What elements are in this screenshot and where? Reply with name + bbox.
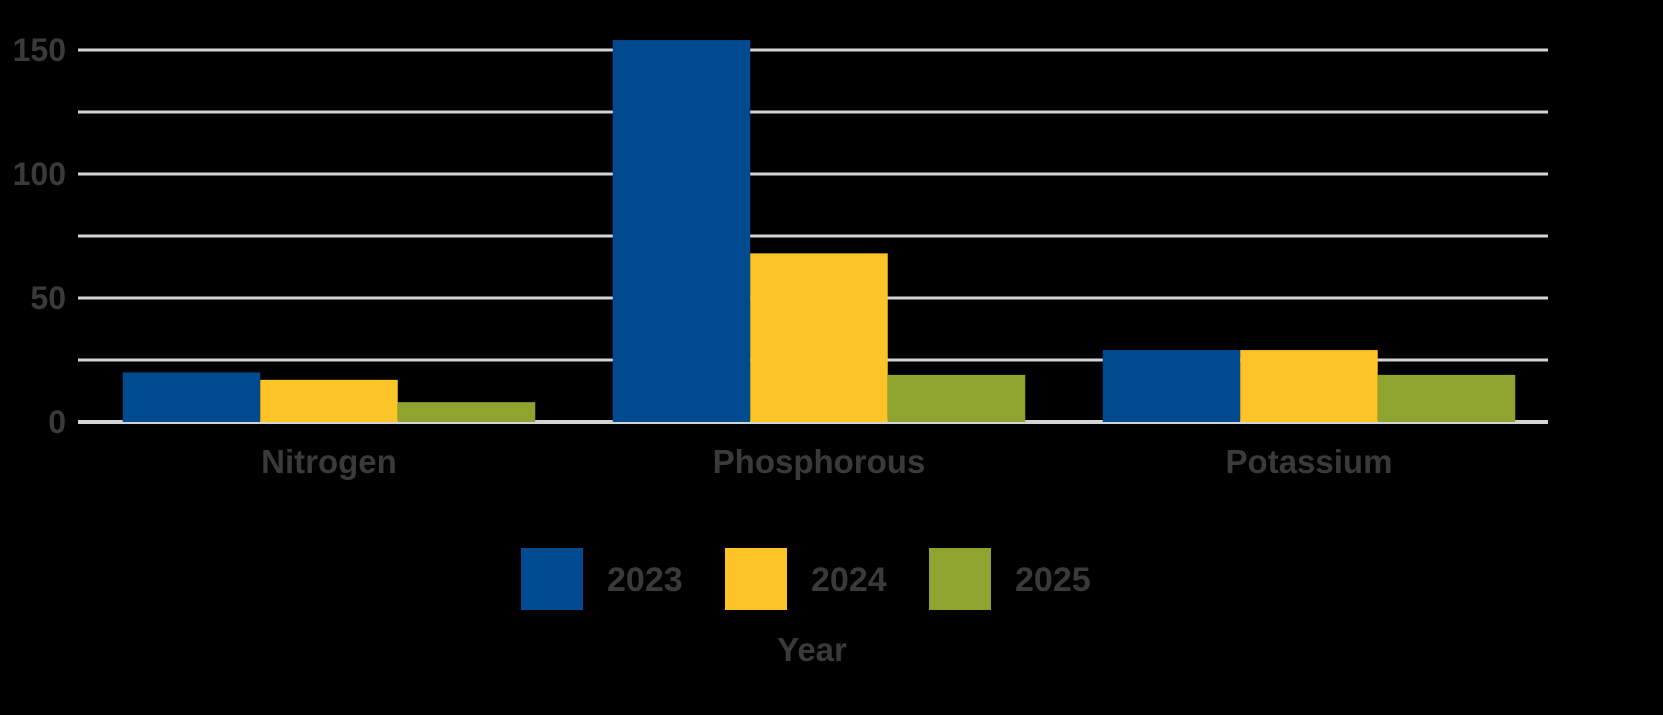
bar-nitrogen-2023 — [122, 372, 261, 422]
bar-potassium-2024 — [1240, 350, 1378, 422]
legend-swatch-2025 — [929, 548, 991, 610]
bar-phosphorous-2025 — [887, 374, 1026, 422]
legend-title: Year — [777, 631, 847, 668]
y-tick-label: 0 — [48, 404, 66, 440]
legend-swatch-2024 — [725, 548, 787, 610]
y-tick-label: 50 — [30, 280, 66, 316]
legend-label-2023: 2023 — [607, 561, 683, 599]
legend-label-2025: 2025 — [1015, 561, 1091, 599]
x-category-label: Potassium — [1226, 443, 1393, 480]
y-tick-label: 100 — [13, 156, 66, 192]
bar-potassium-2025 — [1377, 374, 1516, 422]
y-tick-label: 150 — [13, 32, 66, 68]
y-axis: 0 50 100 150 — [13, 32, 66, 440]
x-category-label: Phosphorous — [713, 443, 926, 480]
bar-potassium-2023 — [1102, 350, 1241, 422]
bars — [122, 40, 1516, 422]
legend-swatch-2023 — [521, 548, 583, 610]
bar-nitrogen-2024 — [260, 379, 398, 422]
legend-label-2024: 2024 — [811, 561, 887, 599]
legend: 2023 2024 2025 Year — [521, 548, 1091, 668]
bar-phosphorous-2024 — [750, 253, 888, 422]
x-category-label: Nitrogen — [261, 443, 397, 480]
bar-phosphorous-2023 — [612, 40, 751, 422]
bar-nitrogen-2025 — [397, 402, 536, 422]
x-axis: Nitrogen Phosphorous Potassium — [261, 443, 1392, 480]
